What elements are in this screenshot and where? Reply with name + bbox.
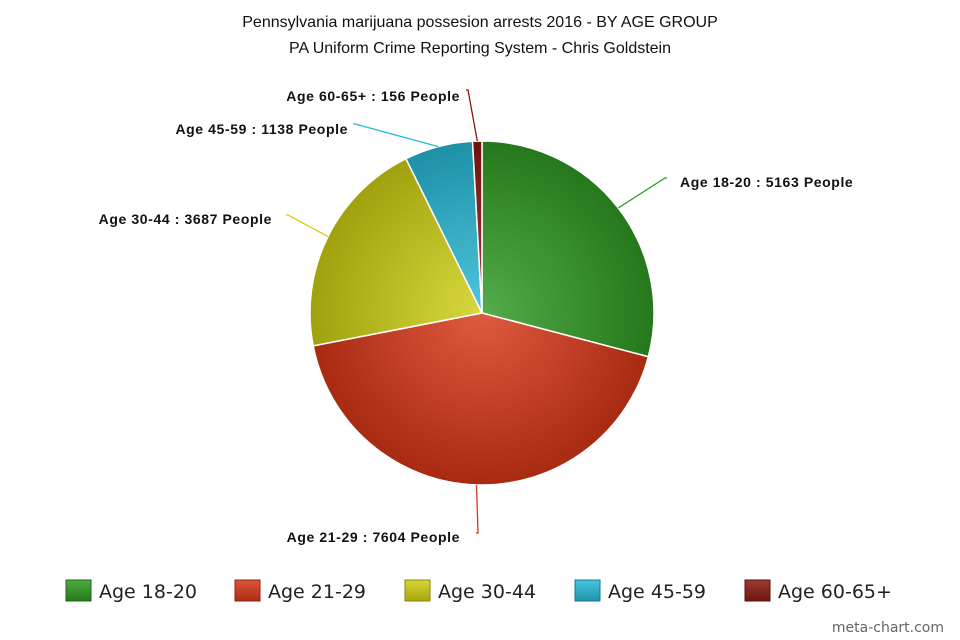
legend: Age 18-20 Age 21-29 Age 30-44 Age 45-59 Age … xyxy=(65,579,892,603)
pie-slice-age-18-20[interactable] xyxy=(481,140,655,358)
data-label-age-45-59: Age 45-59 : 1138 People xyxy=(175,121,348,137)
legend-item-age-60-65[interactable]: Age 60-65+ xyxy=(744,579,892,603)
chart-subtitle: PA Uniform Crime Reporting System - Chri… xyxy=(289,40,671,57)
chart-title: Pennsylvania marijuana possesion arrests… xyxy=(242,14,718,31)
data-labels: Age 18-20 : 5163 People Age 21-29 : 7604 … xyxy=(99,88,853,545)
legend-swatch-age-30-44 xyxy=(404,579,431,602)
label-connectors xyxy=(286,89,667,534)
legend-swatch-age-21-29 xyxy=(234,579,261,602)
data-label-age-21-29: Age 21-29 : 7604 People xyxy=(287,529,460,545)
legend-swatch-age-60-65 xyxy=(744,579,771,602)
connector-age-30-44 xyxy=(286,214,329,238)
connector-age-60-65 xyxy=(466,89,478,142)
legend-item-age-45-59[interactable]: Age 45-59 xyxy=(574,579,706,603)
connector-age-21-29 xyxy=(475,484,479,534)
legend-label-age-30-44: Age 30-44 xyxy=(438,581,536,603)
legend-item-age-18-20[interactable]: Age 18-20 xyxy=(65,579,197,603)
data-label-age-18-20: Age 18-20 : 5163 People xyxy=(680,174,853,190)
legend-label-age-21-29: Age 21-29 xyxy=(268,581,366,603)
connector-age-18-20 xyxy=(617,177,667,209)
data-label-age-60-65: Age 60-65+ : 156 People xyxy=(286,88,460,104)
pie-slices xyxy=(309,140,655,486)
legend-item-age-30-44[interactable]: Age 30-44 xyxy=(404,579,536,603)
connector-age-45-59 xyxy=(353,123,439,148)
pie-slice-age-30-44[interactable] xyxy=(309,157,484,347)
legend-item-age-21-29[interactable]: Age 21-29 xyxy=(234,579,366,603)
pie-slice-age-21-29[interactable] xyxy=(312,312,650,486)
legend-label-age-18-20: Age 18-20 xyxy=(99,581,197,603)
legend-label-age-45-59: Age 45-59 xyxy=(608,581,706,603)
data-label-age-30-44: Age 30-44 : 3687 People xyxy=(99,211,272,227)
credit-text[interactable]: meta-chart.com xyxy=(832,620,944,636)
legend-swatch-age-45-59 xyxy=(574,579,601,602)
legend-label-age-60-65: Age 60-65+ xyxy=(778,581,892,603)
legend-swatch-age-18-20 xyxy=(65,579,92,602)
